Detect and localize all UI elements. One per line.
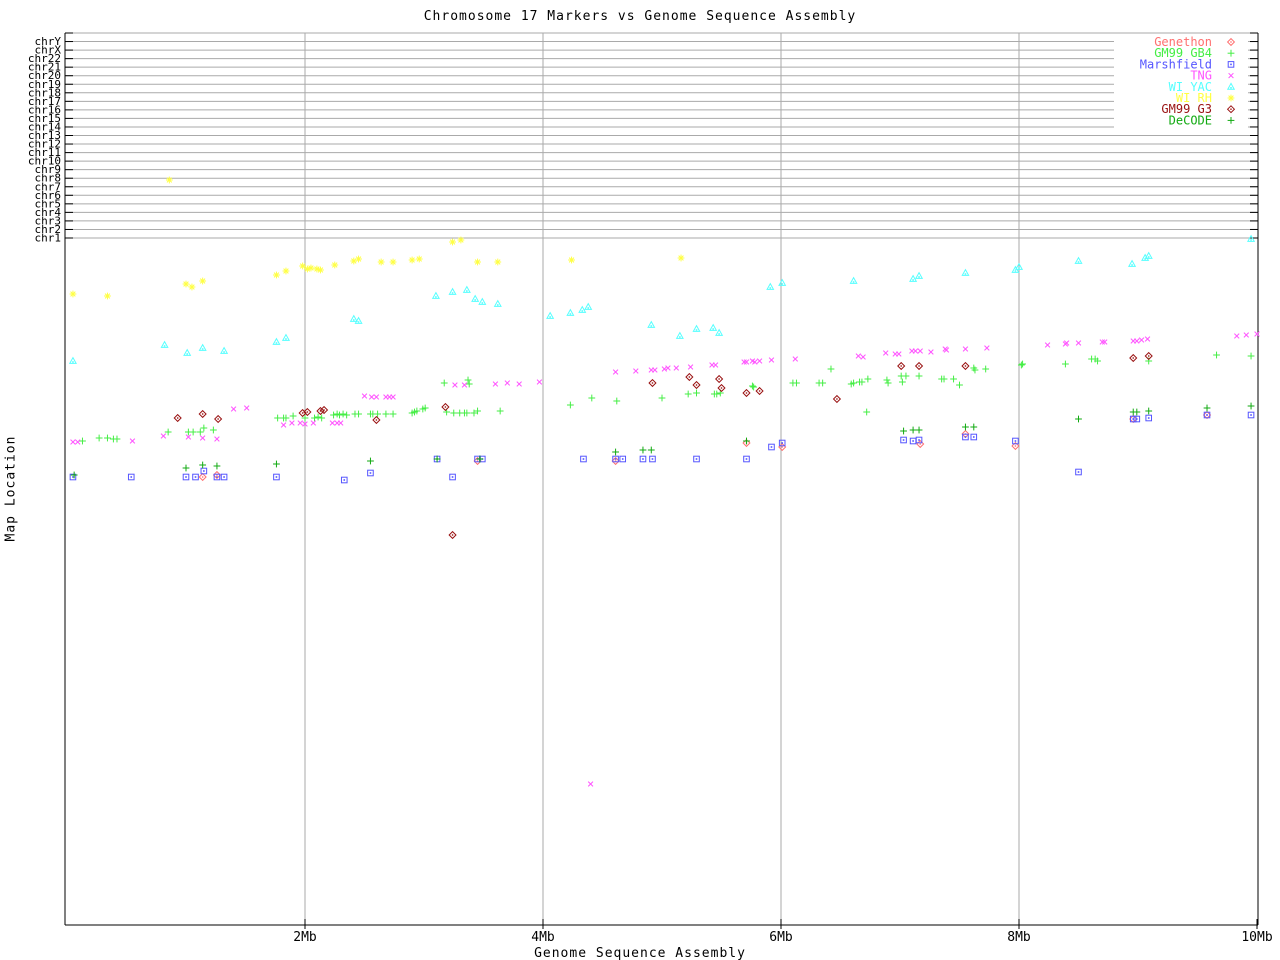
tng-marker-icon bbox=[1228, 72, 1234, 79]
legend-label: WI RH bbox=[1176, 91, 1212, 105]
series-gm99-g3 bbox=[173, 351, 1153, 540]
chrom-label: chr5 bbox=[35, 197, 62, 210]
chrom-label: chrX bbox=[35, 44, 62, 57]
chrom-label: chr13 bbox=[28, 129, 61, 142]
chrom-label: chr14 bbox=[28, 120, 61, 133]
legend-label: GM99 GB4 bbox=[1154, 46, 1212, 60]
x-axis-label: Genome Sequence Assembly bbox=[534, 946, 746, 960]
marshfield-marker-icon bbox=[1227, 61, 1235, 68]
chrom-label: chr16 bbox=[28, 103, 61, 116]
series-wi-rh bbox=[69, 176, 685, 300]
chrom-label: chr4 bbox=[35, 206, 62, 219]
legend-label: Genethon bbox=[1154, 35, 1212, 49]
series-wi-yac bbox=[68, 234, 1256, 364]
legend-item-marshfield: Marshfield bbox=[1140, 57, 1235, 71]
genethon-marker-icon bbox=[1226, 37, 1236, 47]
gm99-gb4-marker-icon bbox=[1227, 49, 1235, 57]
chrom-label: chr6 bbox=[35, 189, 62, 202]
gm99-g3-marker-icon bbox=[1226, 105, 1236, 114]
series-decode bbox=[70, 402, 1255, 479]
series-genethon bbox=[198, 410, 1212, 482]
wi-rh-marker-icon bbox=[1227, 94, 1235, 102]
legend-label: TNG bbox=[1190, 69, 1212, 83]
chrom-label: chrY bbox=[35, 35, 62, 48]
chrom-label: chr1 bbox=[35, 232, 62, 245]
chrom-label: chr21 bbox=[28, 61, 61, 74]
chromosome-labels: chrYchrXchr22chr21chr20chr19chr18chr17ch… bbox=[28, 35, 61, 244]
legend-item-decode: DeCODE bbox=[1169, 113, 1235, 127]
legend-item-tng: TNG bbox=[1190, 69, 1234, 83]
chromosome-gridlines bbox=[65, 32, 1258, 239]
chrom-label: chr9 bbox=[35, 163, 62, 176]
chrom-label: chr15 bbox=[28, 112, 61, 125]
chrom-label: chr10 bbox=[28, 155, 61, 168]
legend-label: GM99 G3 bbox=[1161, 102, 1212, 116]
axes bbox=[64, 32, 1259, 929]
x-tick-label: 2Mb bbox=[293, 930, 317, 945]
x-tick-label: 10Mb bbox=[1241, 930, 1272, 945]
chrom-label: chr19 bbox=[28, 78, 61, 91]
legend-label: WI YAC bbox=[1169, 80, 1212, 94]
legend-item-wi-rh: WI RH bbox=[1176, 91, 1235, 105]
legend-item-wi-yac: WI YAC bbox=[1169, 80, 1236, 94]
legend-label: DeCODE bbox=[1169, 113, 1212, 127]
chrom-label: chr12 bbox=[28, 138, 61, 151]
x-tick-label: 4Mb bbox=[531, 930, 555, 945]
legend-item-gm99-g3: GM99 G3 bbox=[1161, 102, 1236, 116]
legend-background bbox=[1114, 35, 1248, 128]
x-tick-label: 8Mb bbox=[1007, 930, 1031, 945]
decode-marker-icon bbox=[1227, 117, 1235, 124]
chrom-label: chr22 bbox=[28, 52, 61, 65]
series-gm99-gb4 bbox=[79, 351, 1255, 445]
series-marshfield bbox=[69, 411, 1255, 484]
chart-title: Chromosome 17 Markers vs Genome Sequence… bbox=[423, 9, 857, 24]
chrom-label: chr8 bbox=[35, 172, 62, 185]
x-tick-label: 6Mb bbox=[769, 930, 793, 945]
legend-item-genethon: Genethon bbox=[1154, 35, 1236, 49]
data-series bbox=[68, 176, 1260, 787]
series-tng bbox=[70, 331, 1260, 787]
chrom-label: chr7 bbox=[35, 180, 62, 193]
chrom-label: chr17 bbox=[28, 95, 61, 108]
chrom-label: chr2 bbox=[35, 223, 62, 236]
wi-yac-marker-icon bbox=[1226, 82, 1236, 90]
legend-item-gm99-gb4: GM99 GB4 bbox=[1154, 46, 1235, 60]
chrom-label: chr11 bbox=[28, 146, 61, 159]
x-gridlines bbox=[304, 33, 1020, 925]
chrom-label: chr18 bbox=[28, 86, 61, 99]
chrom-label: chr3 bbox=[35, 214, 62, 227]
chrom-label: chr20 bbox=[28, 69, 61, 82]
x-tick-labels: 2Mb 4Mb 6Mb 8Mb 10Mb bbox=[293, 930, 1273, 945]
legend-label: Marshfield bbox=[1140, 57, 1212, 71]
